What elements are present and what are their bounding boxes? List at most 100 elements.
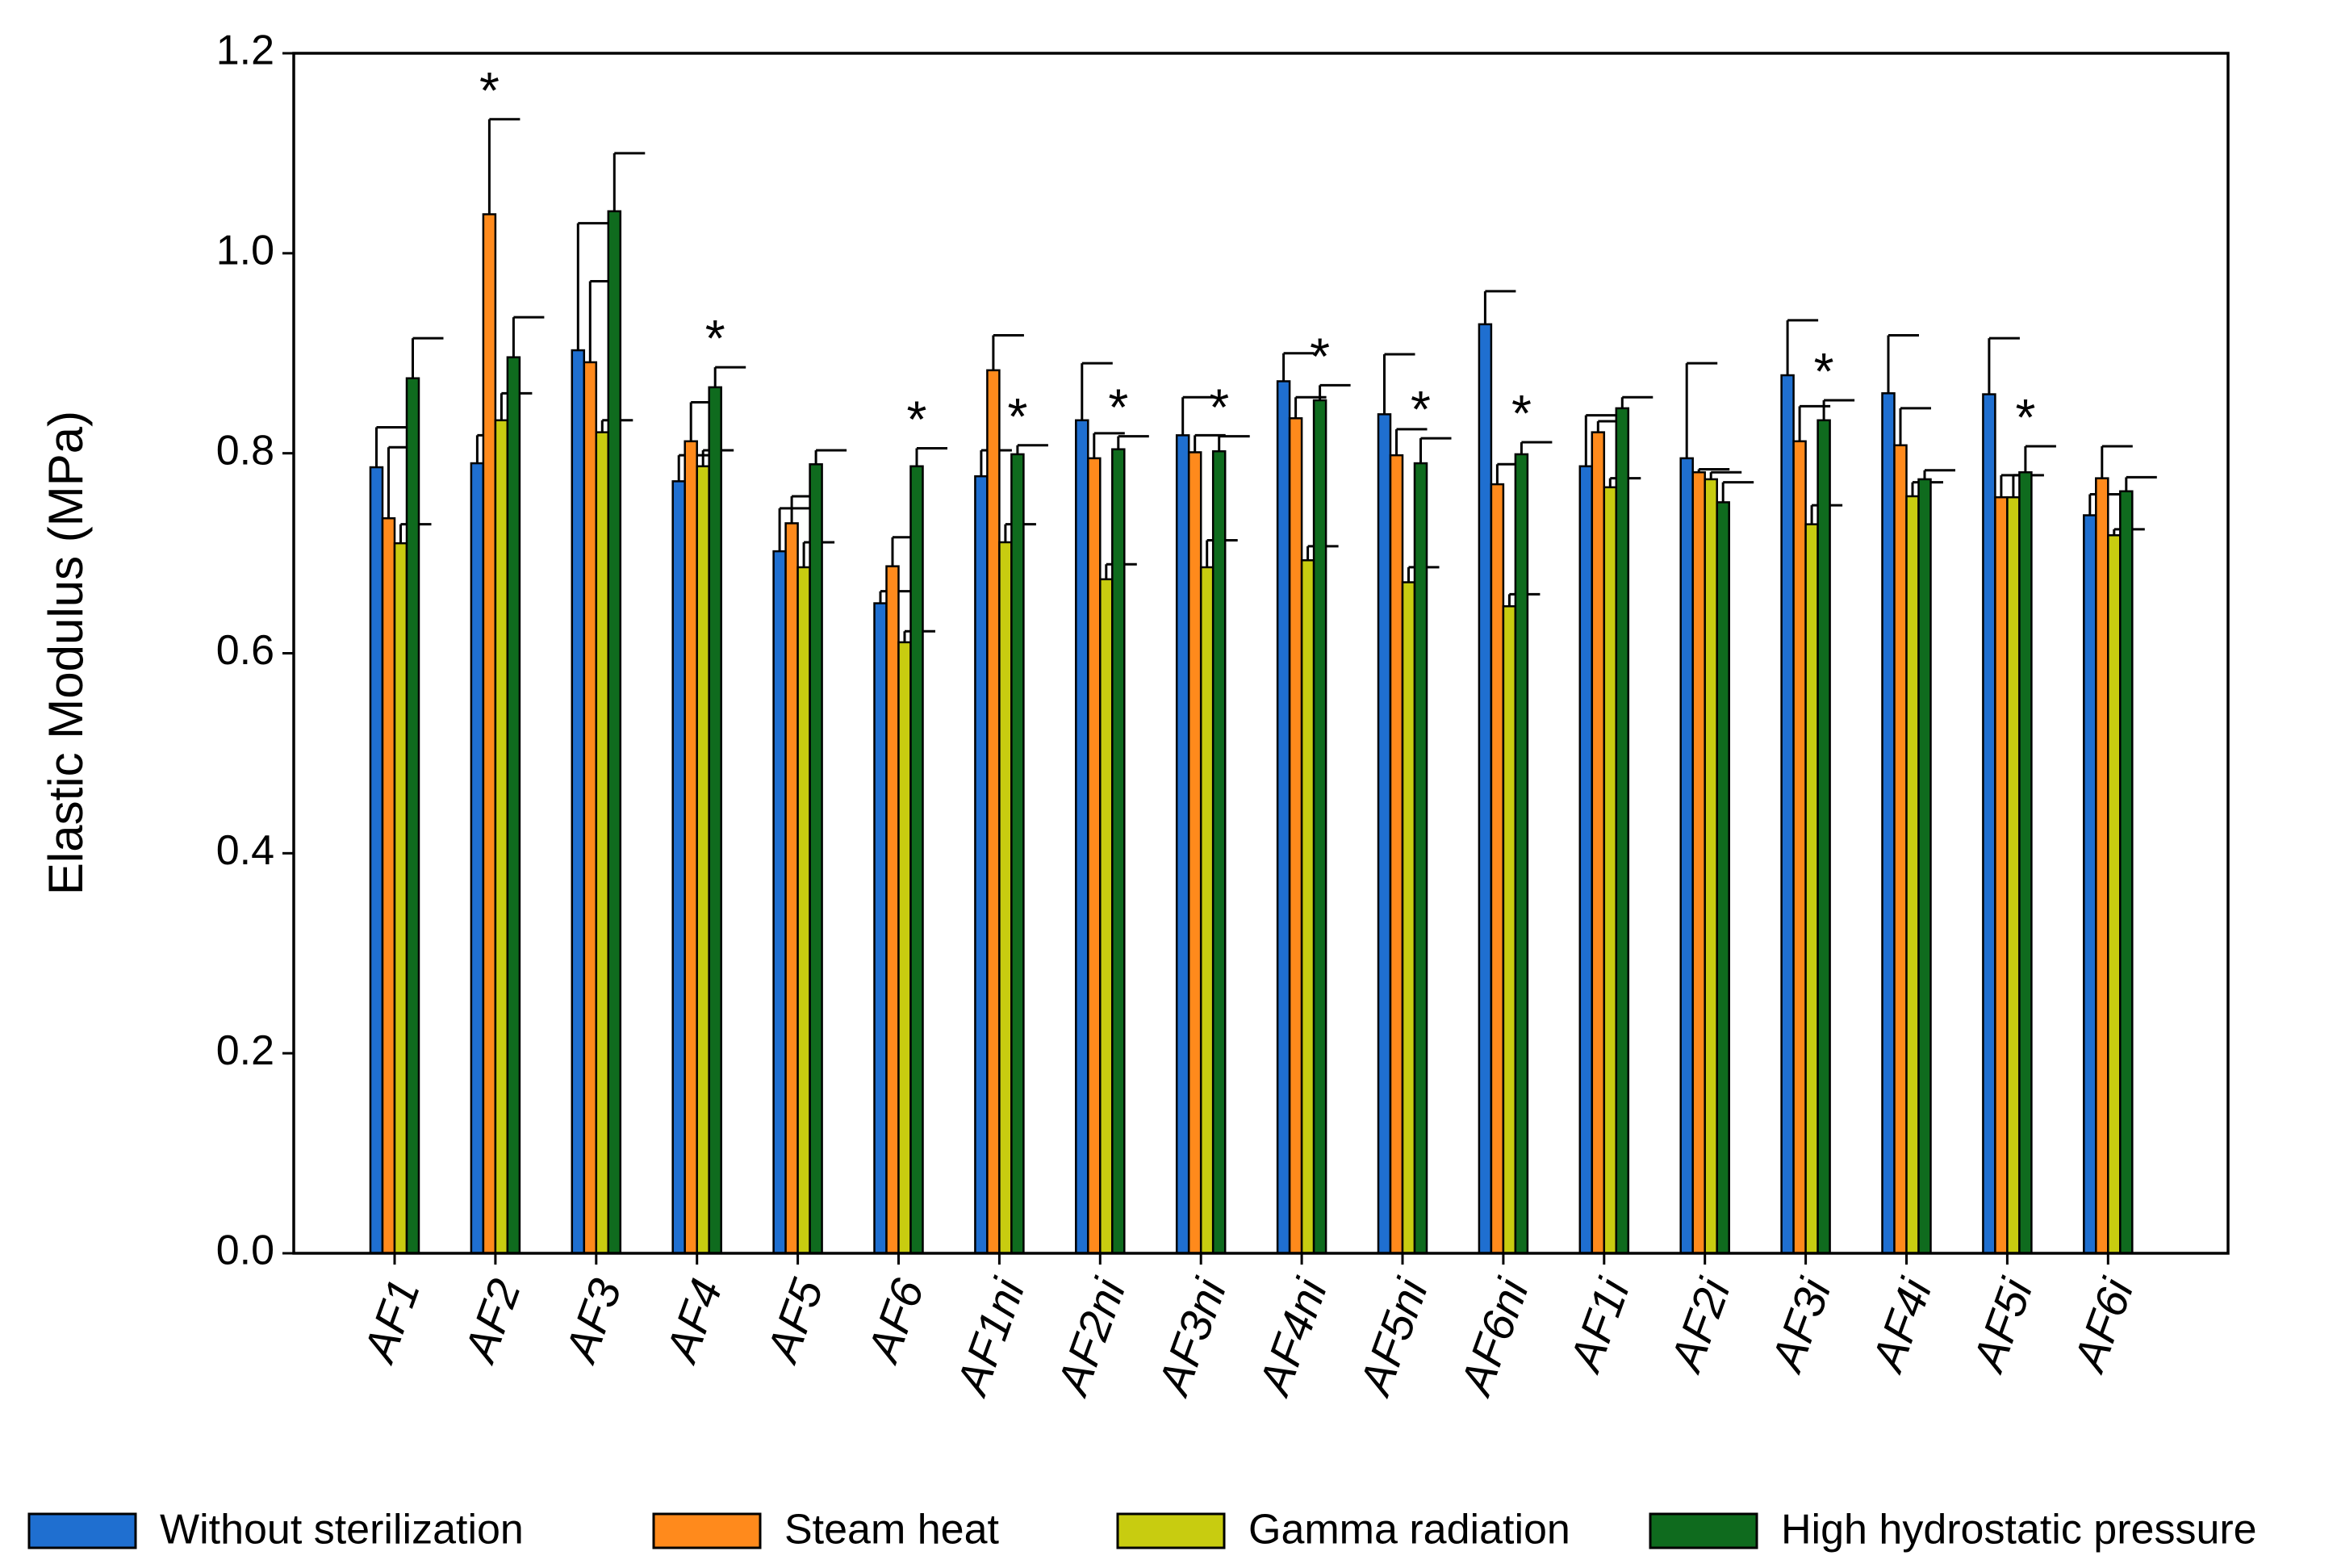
bar <box>1199 566 1214 1255</box>
y-axis-title: Elastic Modulus (MPa) <box>39 411 93 895</box>
bar <box>595 431 610 1255</box>
x-tick-label: AF1i <box>1558 1271 1639 1379</box>
legend-label: Steam heat <box>784 1507 999 1553</box>
legend-label: Gamma radiation <box>1248 1507 1570 1553</box>
bar <box>1300 559 1315 1255</box>
bar <box>897 641 912 1255</box>
x-tick-label: AF5i <box>1962 1271 2042 1379</box>
significance-marker: * <box>1814 342 1834 400</box>
significance-marker: * <box>1511 384 1532 442</box>
y-tick-label: 0.4 <box>216 827 274 874</box>
bar <box>873 602 888 1255</box>
legend-swatch <box>652 1512 762 1549</box>
x-tick-label: AF4ni <box>1248 1271 1337 1403</box>
bar <box>1490 483 1505 1255</box>
bar <box>684 440 698 1255</box>
bar <box>2083 514 2097 1255</box>
significance-marker: * <box>479 61 500 119</box>
bar <box>1817 419 1831 1255</box>
bar <box>809 463 823 1255</box>
bar <box>2107 534 2122 1255</box>
y-tick-label: 0.8 <box>216 427 274 474</box>
bar <box>1716 501 1730 1255</box>
bar <box>1792 440 1807 1255</box>
legend-label: Without sterilization <box>160 1507 524 1553</box>
x-tick-label: AF2i <box>1659 1271 1740 1379</box>
bar <box>393 541 408 1255</box>
x-tick-label: AF6ni <box>1449 1271 1539 1403</box>
legend-swatch <box>27 1512 137 1549</box>
y-tick-label: 0.6 <box>216 627 274 674</box>
bar <box>1276 380 1291 1255</box>
bar <box>1994 495 2009 1255</box>
legend-swatch <box>1649 1512 1758 1549</box>
bar <box>1099 578 1114 1255</box>
bar <box>1615 407 1630 1255</box>
bar <box>1401 581 1416 1255</box>
bar <box>1087 457 1102 1255</box>
bar <box>998 541 1013 1255</box>
x-tick-label: AF6i <box>2063 1271 2143 1379</box>
y-tick-label: 0.0 <box>216 1227 274 1274</box>
bar <box>784 522 799 1255</box>
bar <box>405 377 420 1255</box>
bar <box>772 550 787 1255</box>
bar <box>1679 457 1694 1255</box>
y-tick-label: 0.2 <box>216 1027 274 1074</box>
bar <box>1288 417 1303 1255</box>
x-tick-label: AF6 <box>856 1272 934 1370</box>
bar <box>1881 392 1896 1255</box>
bar <box>909 465 924 1255</box>
bar <box>1893 444 1908 1255</box>
bar <box>506 356 521 1255</box>
bar <box>1982 393 1996 1255</box>
significance-marker: * <box>1310 327 1330 385</box>
bar <box>986 369 1001 1255</box>
significance-marker: * <box>2015 388 2035 446</box>
bar <box>1377 413 1392 1255</box>
bar <box>1413 462 1428 1255</box>
bar <box>2119 490 2134 1255</box>
significance-marker: * <box>1209 378 1229 437</box>
bar <box>796 566 811 1255</box>
significance-marker: * <box>1108 378 1128 437</box>
bar <box>1780 374 1795 1255</box>
bar <box>1603 486 1618 1255</box>
bar <box>1175 434 1190 1255</box>
x-tick-label: AF3i <box>1760 1271 1841 1379</box>
plot-frame <box>292 52 2230 1255</box>
bar <box>1478 323 1493 1255</box>
x-tick-label: AF3 <box>554 1273 631 1370</box>
x-tick-label: AF1 <box>353 1273 429 1370</box>
bar <box>1075 419 1089 1255</box>
bar <box>1187 451 1202 1255</box>
bar <box>1905 495 1920 1255</box>
significance-marker: * <box>907 390 927 448</box>
bar <box>885 565 900 1255</box>
bar <box>381 516 396 1255</box>
bar <box>1211 449 1227 1255</box>
significance-marker: * <box>1007 387 1027 445</box>
y-tick-label: 1.0 <box>216 228 274 274</box>
significance-marker: * <box>1411 380 1431 438</box>
x-tick-label: AF5 <box>755 1272 833 1370</box>
bar <box>1111 448 1126 1255</box>
bar <box>1578 465 1594 1255</box>
x-tick-label: AF1ni <box>945 1271 1035 1403</box>
bar <box>974 475 989 1255</box>
x-tick-label: AF4 <box>655 1273 732 1370</box>
x-tick-label: AF3ni <box>1147 1271 1236 1403</box>
bar <box>2095 477 2109 1255</box>
bar <box>671 480 686 1255</box>
bar <box>1502 605 1517 1255</box>
legend-swatch <box>1116 1512 1226 1549</box>
bar <box>482 213 497 1255</box>
significance-marker: * <box>705 309 725 367</box>
y-tick-label: 1.2 <box>216 27 274 74</box>
bar <box>1591 431 1606 1255</box>
bar <box>494 419 509 1255</box>
legend-label: High hydrostatic pressure <box>1781 1507 2257 1553</box>
bar <box>571 349 586 1255</box>
bar <box>583 361 598 1255</box>
